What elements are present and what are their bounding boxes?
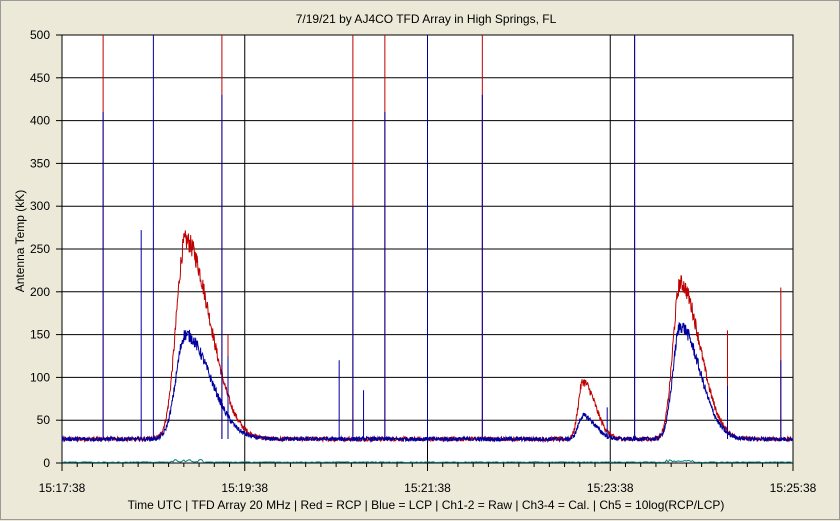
y-tick-label: 150 bbox=[30, 328, 50, 342]
y-tick-label: 500 bbox=[30, 28, 50, 42]
y-tick-label: 200 bbox=[30, 285, 50, 299]
x-tick-label: 15:21:38 bbox=[404, 481, 451, 495]
x-tick-label: 15:19:38 bbox=[221, 481, 268, 495]
y-tick-label: 100 bbox=[30, 370, 50, 384]
y-tick-label: 250 bbox=[30, 242, 50, 256]
y-axis-label: Antenna Temp (kK) bbox=[13, 190, 27, 293]
y-tick-label: 50 bbox=[37, 413, 51, 427]
y-tick-label: 450 bbox=[30, 71, 50, 85]
y-tick-label: 350 bbox=[30, 156, 50, 170]
series-lcp-line bbox=[61, 35, 794, 443]
x-tick-label: 15:23:38 bbox=[587, 481, 634, 495]
chart-footer: Time UTC | TFD Array 20 MHz | Red = RCP … bbox=[128, 498, 725, 512]
y-tick-label: 300 bbox=[30, 199, 50, 213]
y-tick-label: 0 bbox=[43, 456, 50, 470]
x-tick-label: 15:17:38 bbox=[39, 481, 86, 495]
chart-title: 7/19/21 by AJ4CO TFD Array in High Sprin… bbox=[296, 12, 557, 26]
y-tick-label: 400 bbox=[30, 114, 50, 128]
x-tick-label: 15:25:38 bbox=[770, 481, 817, 495]
series-group bbox=[61, 35, 794, 464]
series-ratio-line bbox=[61, 458, 794, 464]
axes-group: 0 50 100 150 200 250 300 350 400 450 500 15:17:38 15… bbox=[30, 28, 817, 495]
